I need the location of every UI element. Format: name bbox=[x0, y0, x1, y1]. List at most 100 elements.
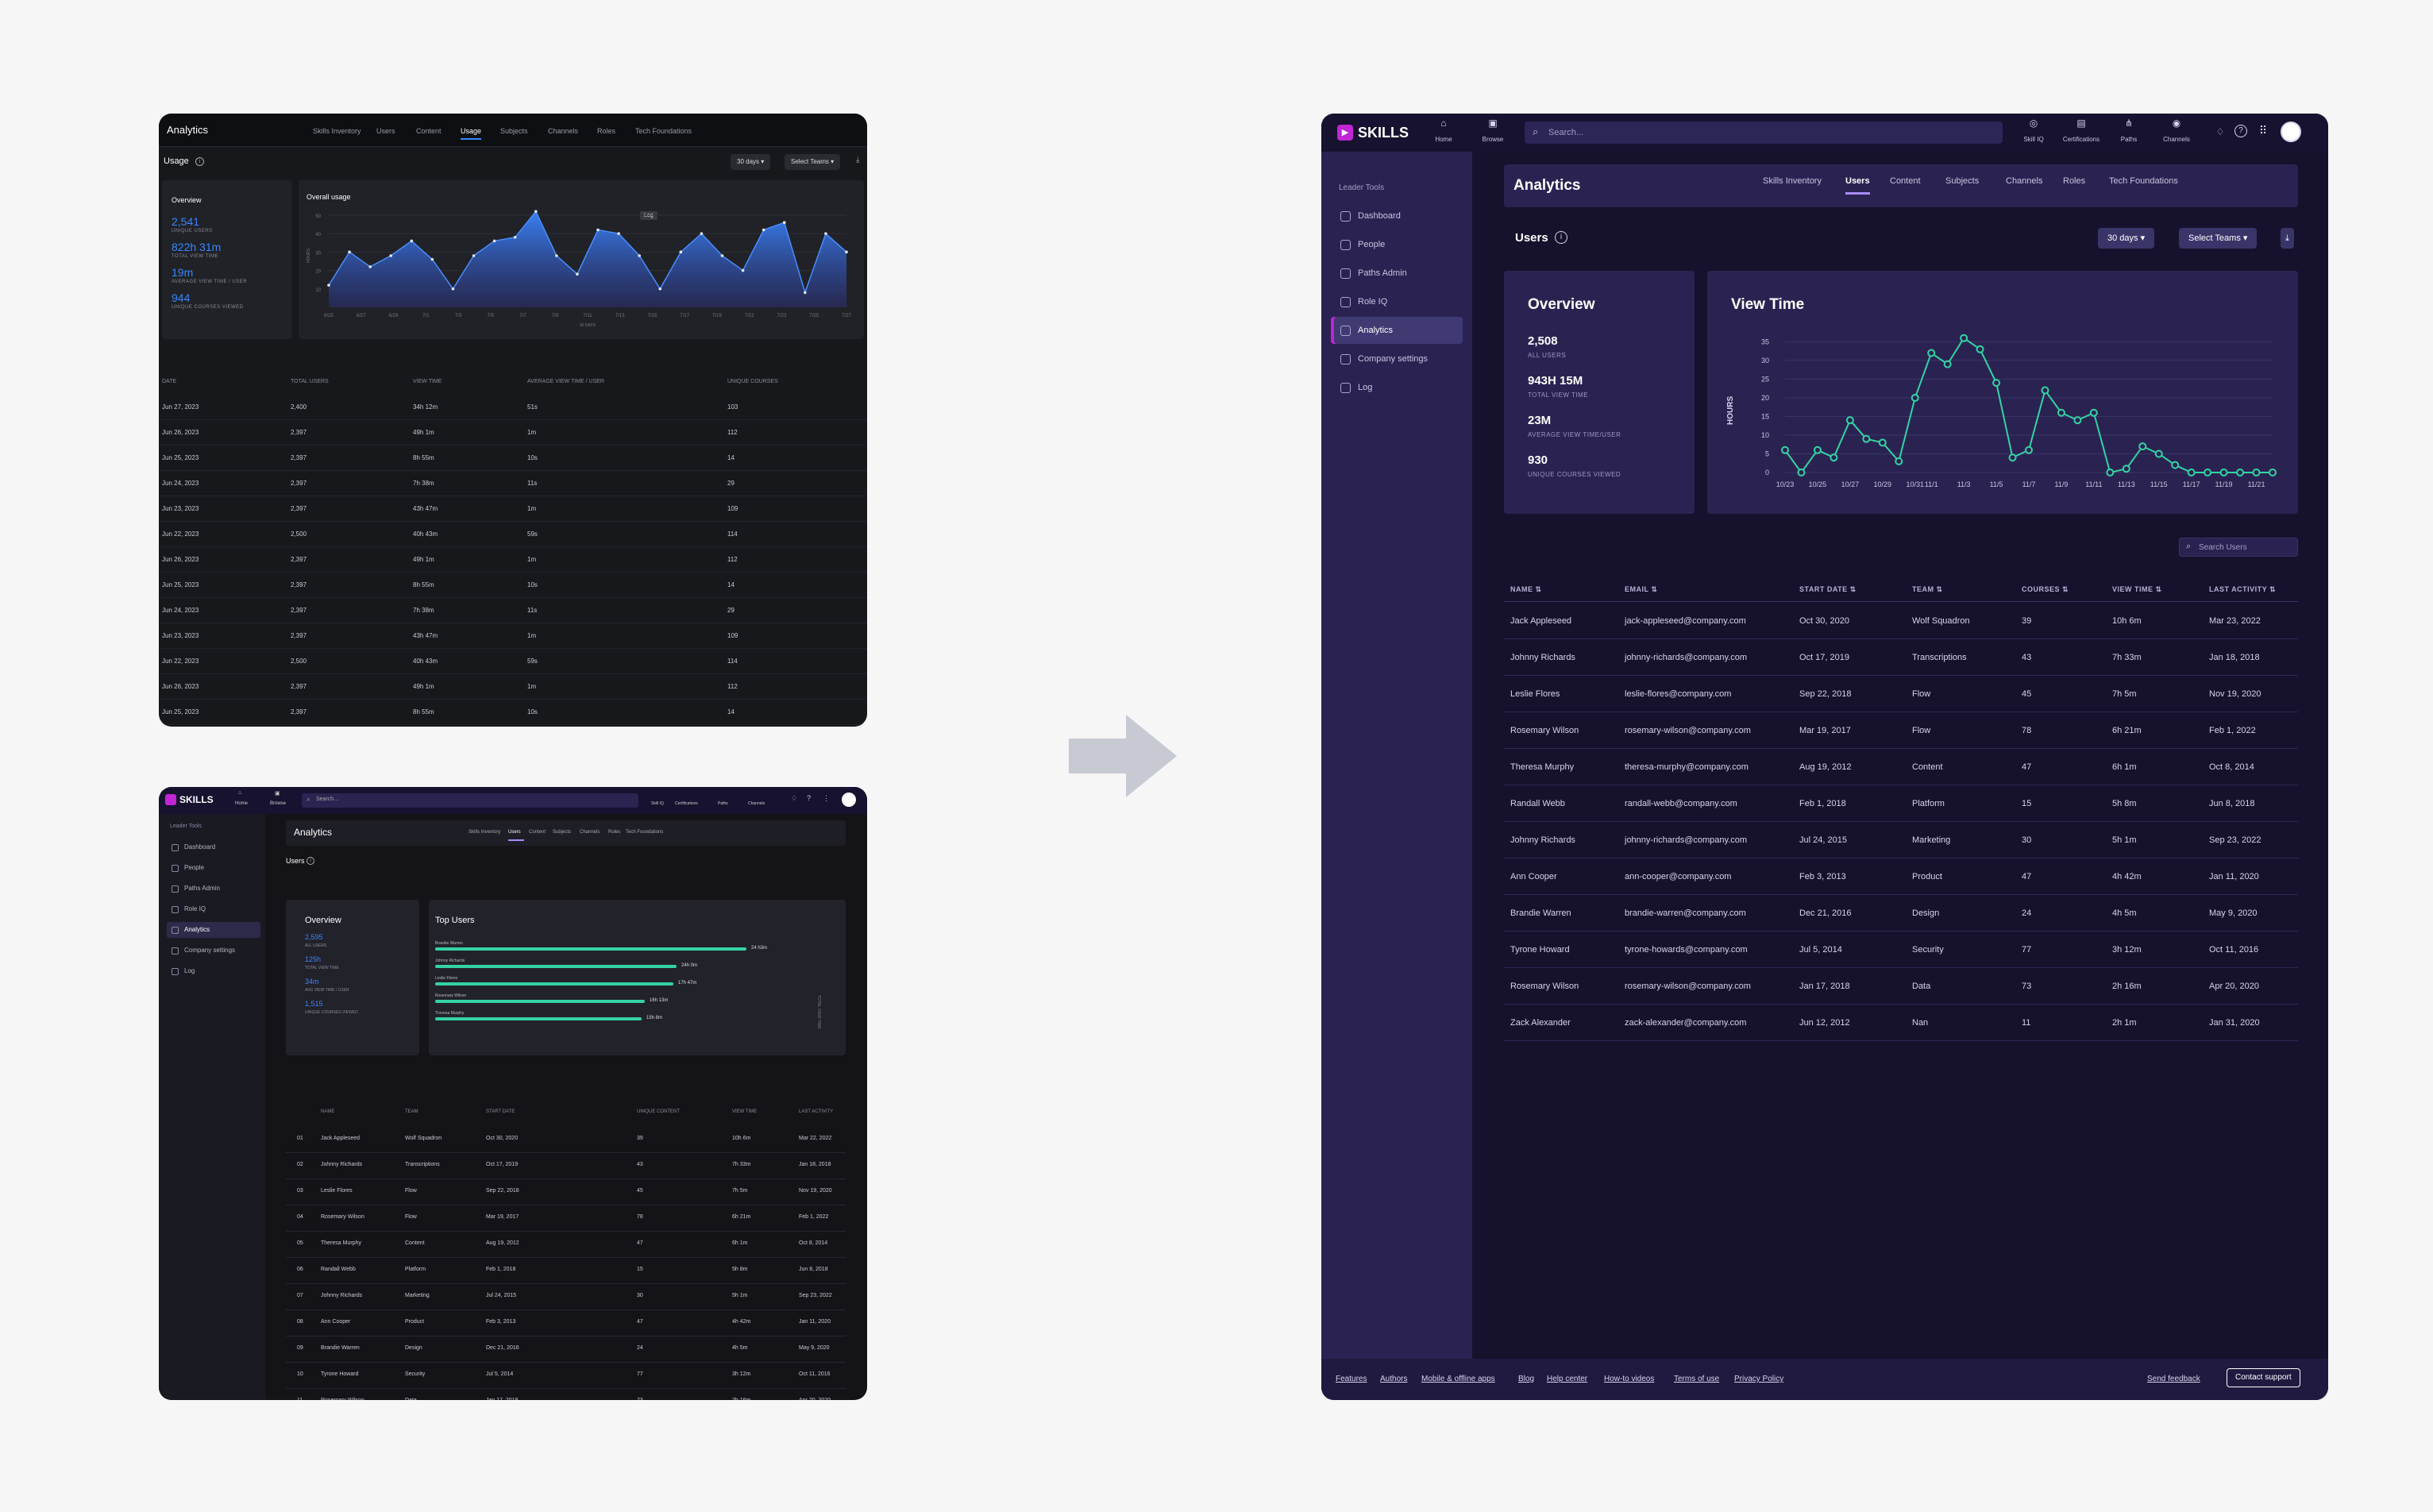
table-row[interactable]: 05 Theresa Murphy Content Aug 19, 2012 47 6h … bbox=[286, 1232, 846, 1258]
table-row[interactable]: Jun 25, 2023 2,397 8h 55m 10s 14 bbox=[159, 700, 867, 725]
table-row[interactable]: Jun 26, 2023 2,397 49h 1m 1m 112 bbox=[159, 420, 867, 446]
tab-channels[interactable]: Channels bbox=[580, 830, 600, 835]
tab-skills-inventory[interactable]: Skills Inventory bbox=[313, 127, 361, 135]
table-row[interactable]: 02 Johnny Richards Transcriptions Oct 17, 2… bbox=[286, 1153, 846, 1179]
table-row[interactable]: Jun 26, 2023 2,397 49h 1m 1m 112 bbox=[159, 674, 867, 700]
footer-link[interactable]: Privacy Policy bbox=[1734, 1375, 1784, 1383]
tab-users[interactable]: Users bbox=[376, 127, 395, 135]
nav-browse[interactable]: Browse bbox=[1482, 136, 1504, 143]
tab-roles[interactable]: Roles bbox=[608, 830, 621, 835]
tab-content[interactable]: Content bbox=[1890, 176, 1921, 186]
tab-channels[interactable]: Channels bbox=[2006, 176, 2043, 186]
teams-filter[interactable]: Select Teams ▾ bbox=[2179, 228, 2258, 249]
sidebar-item-role-iq[interactable]: Role IQ bbox=[1331, 288, 1463, 315]
col-header-team[interactable]: TEAM bbox=[405, 1109, 418, 1114]
table-row[interactable]: Jun 25, 2023 2,397 8h 55m 10s 14 bbox=[159, 573, 867, 598]
table-row[interactable]: Rosemary Wilson rosemary-wilson@company.c… bbox=[1504, 968, 2298, 1005]
table-row[interactable]: Jun 23, 2023 2,397 43h 47m 1m 109 bbox=[159, 623, 867, 649]
info-icon[interactable]: i bbox=[195, 157, 204, 166]
table-row[interactable]: Tyrone Howard tyrone-howards@company.com J… bbox=[1504, 932, 2298, 968]
avatar[interactable] bbox=[842, 793, 856, 807]
tab-tech-foundations[interactable]: Tech Foundations bbox=[2109, 176, 2178, 186]
nav-skill-iq[interactable]: Skill IQ bbox=[651, 801, 664, 806]
col-header-avg-view-time[interactable]: AVERAGE VIEW TIME / USER bbox=[527, 379, 604, 384]
table-row[interactable]: 06 Randall Webb Platform Feb 1, 2018 15 5h 8m… bbox=[286, 1258, 846, 1284]
nav-certifications[interactable]: Certifications bbox=[2062, 136, 2100, 143]
table-row[interactable]: Jun 24, 2023 2,397 7h 38m 11s 29 bbox=[159, 598, 867, 623]
table-row[interactable]: 11 Rosemary Wilson Data Jan 17, 2018 73 2h 16… bbox=[286, 1389, 846, 1400]
sidebar-item-analytics[interactable]: Analytics bbox=[167, 922, 260, 938]
info-icon[interactable]: i bbox=[1555, 231, 1567, 244]
nav-channels[interactable]: Channels bbox=[748, 801, 765, 806]
sidebar-item-analytics[interactable]: Analytics bbox=[1331, 317, 1463, 344]
avatar[interactable] bbox=[2281, 122, 2301, 142]
col-header-last-activity[interactable]: LAST ACTIVITY bbox=[799, 1109, 834, 1114]
home-icon[interactable]: ⌂ bbox=[1440, 118, 1447, 129]
col-header-date[interactable]: DATE bbox=[162, 379, 177, 384]
footer-link[interactable]: Authors bbox=[1380, 1375, 1408, 1383]
sidebar-item-company-settings[interactable]: Company settings bbox=[167, 943, 260, 958]
col-header-view-time[interactable]: VIEW TIME bbox=[413, 379, 442, 384]
tab-channels[interactable]: Channels bbox=[548, 127, 579, 135]
tab-users[interactable]: Users bbox=[508, 830, 521, 835]
sidebar-item-people[interactable]: People bbox=[1331, 231, 1463, 258]
table-row[interactable]: Johnny Richards johnny-richards@company.c… bbox=[1504, 822, 2298, 858]
paths-icon[interactable]: ⋔ bbox=[2124, 118, 2134, 129]
home-icon[interactable]: ⌂ bbox=[238, 790, 242, 796]
certifications-icon[interactable]: ▤ bbox=[2076, 118, 2086, 129]
footer-link[interactable]: Mobile & offline apps bbox=[1421, 1375, 1495, 1383]
nav-channels[interactable]: Channels bbox=[2163, 136, 2190, 143]
bell-icon[interactable]: ♢ bbox=[791, 794, 798, 802]
table-row[interactable]: 08 Ann Cooper Product Feb 3, 2013 47 4h 42m Ja… bbox=[286, 1310, 846, 1336]
skill-iq-icon[interactable]: ◎ bbox=[2029, 118, 2038, 129]
table-row[interactable]: Leslie Flores leslie-flores@company.com Se… bbox=[1504, 676, 2298, 712]
nav-home[interactable]: Home bbox=[235, 801, 249, 806]
tab-content[interactable]: Content bbox=[416, 127, 441, 135]
bell-icon[interactable]: ♢ bbox=[2215, 126, 2225, 137]
days-filter[interactable]: 30 days ▾ bbox=[731, 154, 771, 170]
table-row[interactable]: Jun 26, 2023 2,397 49h 1m 1m 112 bbox=[159, 547, 867, 573]
table-row[interactable]: Rosemary Wilson rosemary-wilson@company.c… bbox=[1504, 712, 2298, 749]
days-filter[interactable]: 30 days ▾ bbox=[2098, 228, 2155, 249]
table-row[interactable]: Jack Appleseed jack-appleseed@company.com… bbox=[1504, 603, 2298, 639]
browse-icon[interactable]: ▣ bbox=[275, 791, 280, 796]
col-header-last-activity[interactable]: LAST ACTIVITY ⇅ bbox=[2209, 585, 2277, 593]
table-row[interactable]: 04 Rosemary Wilson Flow Mar 19, 2017 78 6h 21… bbox=[286, 1205, 846, 1232]
col-header-team[interactable]: TEAM ⇅ bbox=[1912, 585, 1943, 593]
help-icon[interactable]: ? bbox=[807, 794, 812, 802]
tab-subjects[interactable]: Subjects bbox=[500, 127, 528, 135]
browse-icon[interactable]: ▣ bbox=[1488, 118, 1498, 129]
col-header-unique-courses[interactable]: UNIQUE COURSES bbox=[727, 379, 778, 384]
sidebar-item-paths-admin[interactable]: Paths Admin bbox=[1331, 260, 1463, 287]
tab-roles[interactable]: Roles bbox=[2063, 176, 2086, 186]
table-row[interactable]: Ann Cooper ann-cooper@company.com Feb 3, 2… bbox=[1504, 858, 2298, 895]
table-row[interactable]: 07 Johnny Richards Marketing Jul 24, 2015 30… bbox=[286, 1284, 846, 1310]
search-input[interactable]: ⌕ Search... bbox=[1525, 122, 2003, 144]
info-icon[interactable]: i bbox=[307, 857, 314, 865]
col-header-view-time[interactable]: VIEW TIME bbox=[732, 1109, 758, 1114]
sidebar-item-paths-admin[interactable]: Paths Admin bbox=[167, 881, 260, 897]
table-row[interactable]: 01 Jack Appleseed Wolf Squadron Oct 30, 202… bbox=[286, 1127, 846, 1153]
channels-icon[interactable]: ◉ bbox=[2172, 118, 2181, 129]
tab-tech-foundations[interactable]: Tech Foundations bbox=[626, 830, 664, 835]
col-header-start-date[interactable]: START DATE ⇅ bbox=[1799, 585, 1857, 593]
col-header-name[interactable]: NAME ⇅ bbox=[1510, 585, 1542, 593]
table-row[interactable]: Jun 24, 2023 2,397 7h 38m 11s 29 bbox=[159, 471, 867, 496]
table-row[interactable]: Jun 23, 2023 2,397 43h 47m 1m 109 bbox=[159, 496, 867, 522]
tab-skills-inventory[interactable]: Skills Inventory bbox=[468, 830, 501, 835]
table-row[interactable]: Jun 22, 2023 2,500 40h 43m 59s 114 bbox=[159, 649, 867, 674]
download-icon[interactable]: ⤓ bbox=[856, 156, 860, 164]
tab-tech-foundations[interactable]: Tech Foundations bbox=[635, 127, 692, 135]
sidebar-item-log[interactable]: Log bbox=[167, 963, 260, 979]
table-row[interactable]: 09 Brandie Warren Design Dec 21, 2016 24 4h 5… bbox=[286, 1336, 846, 1363]
tab-subjects[interactable]: Subjects bbox=[1945, 176, 1980, 186]
apps-grid-icon[interactable]: ⋮ bbox=[823, 794, 830, 802]
tab-skills-inventory[interactable]: Skills Inventory bbox=[1763, 176, 1822, 186]
logo[interactable]: SKILLS bbox=[179, 794, 214, 805]
sidebar-item-dashboard[interactable]: Dashboard bbox=[167, 839, 260, 855]
col-header-email[interactable]: EMAIL ⇅ bbox=[1625, 585, 1658, 593]
table-row[interactable]: Brandie Warren brandie-warren@company.com… bbox=[1504, 895, 2298, 932]
sidebar-item-dashboard[interactable]: Dashboard bbox=[1331, 202, 1463, 230]
send-feedback-link[interactable]: Send feedback bbox=[2147, 1375, 2200, 1383]
col-header-total-users[interactable]: TOTAL USERS bbox=[291, 379, 329, 384]
